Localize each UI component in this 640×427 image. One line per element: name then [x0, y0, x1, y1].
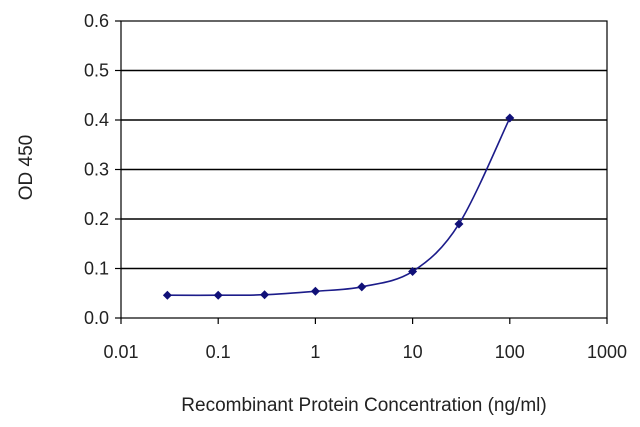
x-tick-label: 100: [495, 342, 525, 362]
x-tick-label: 1: [310, 342, 320, 362]
data-point: [310, 286, 320, 296]
y-tick-label: 0.5: [84, 61, 109, 81]
grid-layer: [121, 69, 607, 270]
x-axis-label: Recombinant Protein Concentration (ng/ml…: [181, 395, 546, 416]
y-tick-label: 0.2: [84, 209, 109, 229]
data-point: [162, 290, 172, 300]
y-tick-label: 0.6: [84, 11, 109, 31]
y-tick-label: 0.1: [84, 259, 109, 279]
data-point: [357, 282, 367, 292]
y-tick-label: 0.3: [84, 160, 109, 180]
y-axis-label: OD 450: [16, 135, 37, 200]
x-tick-label: 10: [403, 342, 423, 362]
data-point: [213, 290, 223, 300]
point-layer: [162, 113, 515, 300]
y-tick-label: 0.4: [84, 110, 109, 130]
data-point: [505, 113, 515, 123]
data-point: [454, 219, 464, 229]
x-tick-label: 0.01: [103, 342, 138, 362]
data-point: [260, 290, 270, 300]
x-tick-label: 0.1: [206, 342, 231, 362]
data-point: [408, 266, 418, 276]
y-tick-label: 0.0: [84, 308, 109, 328]
x-tick-label: 1000: [587, 342, 627, 362]
tick-layer: [115, 20, 608, 324]
label-layer: 0.0 0.1 0.2 0.3 0.4 0.5 0.6 0.01 0.1 1 10 100 1000: [84, 11, 627, 362]
